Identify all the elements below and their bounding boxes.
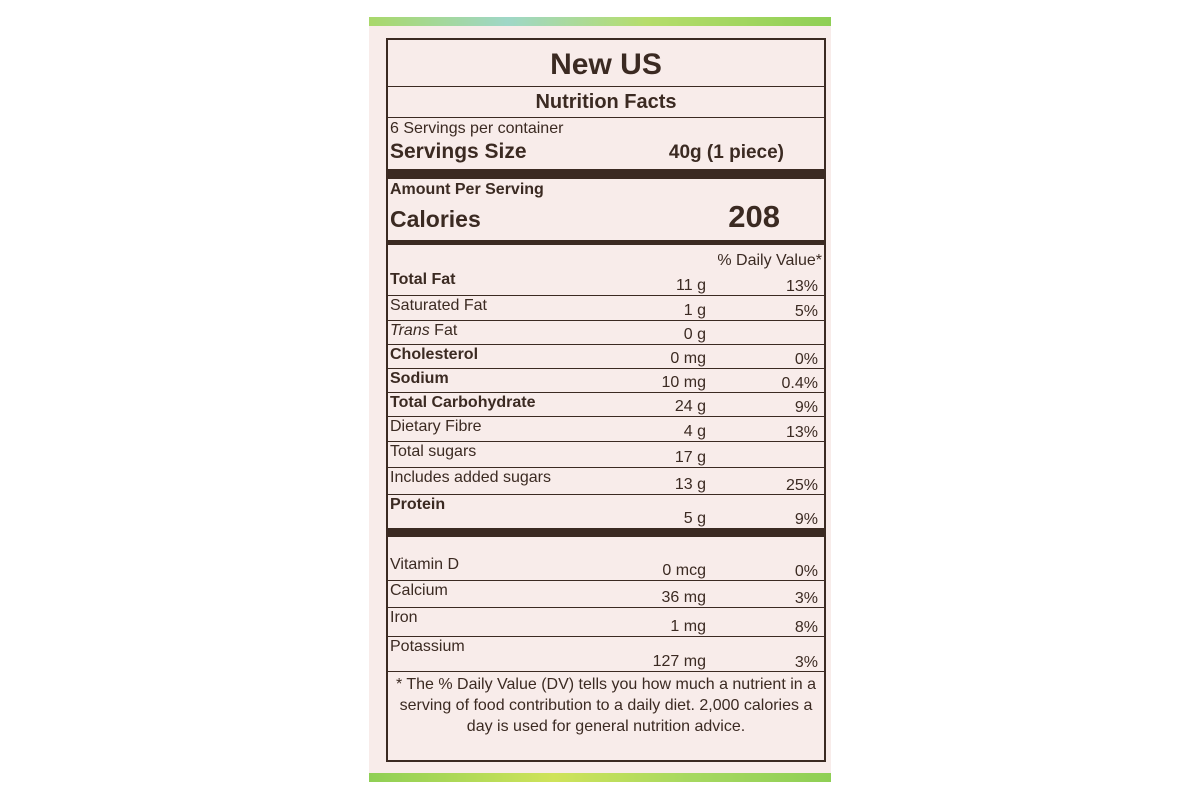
nutrient-name: Includes added sugars <box>390 469 551 486</box>
nutrient-daily-value: 9% <box>794 399 818 416</box>
nutrient-amount: 13 g <box>674 476 706 493</box>
footnote: * The % Daily Value (DV) tells you how m… <box>395 676 817 735</box>
vitamin-name: Potassium <box>390 638 465 655</box>
calories-section: Amount Per Serving Calories 208 <box>388 179 824 241</box>
nutrient-name: Saturated Fat <box>390 297 487 314</box>
servings-per-container: 6 Servings per container <box>390 120 564 137</box>
package-panel: New US Nutrition Facts 6 Servings per co… <box>369 17 831 782</box>
vitamin-row: Potassium 127 mg 3% <box>388 637 824 672</box>
nutrient-amount: 4 g <box>683 423 706 440</box>
nutrient-daily-value: 13% <box>785 424 818 441</box>
nutrient-daily-value: 0% <box>794 351 818 368</box>
nutrient-amount: 24 g <box>674 398 706 415</box>
nutrition-facts-label: New US Nutrition Facts 6 Servings per co… <box>386 38 826 762</box>
nutrient-name: Total Fat <box>390 271 456 288</box>
vitamin-row: Vitamin D 0 mcg 0% <box>388 555 824 581</box>
green-border-top <box>369 17 831 26</box>
vitamin-amount: 1 mg <box>670 618 706 635</box>
nutrient-name-italic: Trans <box>390 322 430 339</box>
label-title: New US <box>388 40 824 87</box>
nutrient-daily-value: 25% <box>785 477 818 494</box>
nutrient-row: Total Carbohydrate 24 g 9% <box>388 393 824 417</box>
vitamin-row: Calcium 36 mg 3% <box>388 581 824 608</box>
nutrient-row: Trans Fat 0 g <box>388 321 824 345</box>
vitamin-name: Calcium <box>390 582 448 599</box>
vitamin-amount: 36 mg <box>661 589 706 606</box>
vitamin-daily-value: 8% <box>794 619 818 636</box>
nutrient-daily-value: 13% <box>785 278 818 295</box>
nutrient-name: Dietary Fibre <box>390 418 482 435</box>
vitamin-name: Vitamin D <box>390 556 460 573</box>
nutrient-row: Total sugars 17 g <box>388 442 824 468</box>
nutrient-name: Cholesterol <box>390 346 479 363</box>
serving-size-value: 40g (1 piece) <box>668 142 784 163</box>
nutrient-daily-value: 9% <box>794 511 818 528</box>
nutrient-amount: 10 mg <box>661 374 706 391</box>
nutrient-name: Trans Fat <box>390 322 457 340</box>
nutrient-amount: 11 g <box>676 277 706 294</box>
vitamin-name: Iron <box>390 609 418 626</box>
daily-value-header: % Daily Value* <box>717 252 822 269</box>
nutrient-row: Includes added sugars 13 g 25% <box>388 468 824 495</box>
green-border-bottom <box>369 773 831 782</box>
nutrient-amount: 17 g <box>674 449 706 466</box>
vitamin-daily-value: 3% <box>794 654 818 671</box>
nutrient-amount: 0 mg <box>670 350 706 367</box>
vitamin-amount: 127 mg <box>652 653 706 670</box>
nutrient-row: Saturated Fat 1 g 5% <box>388 296 824 321</box>
nutrient-daily-value: 5% <box>794 303 818 320</box>
thick-divider <box>388 169 824 179</box>
nutrient-name: Total sugars <box>390 443 477 460</box>
vitamin-row: Iron 1 mg 8% <box>388 608 824 637</box>
nutrient-amount: 0 g <box>683 326 706 343</box>
nutrient-name: Protein <box>390 496 446 513</box>
nutrient-name-rest: Fat <box>429 322 458 339</box>
nutrient-row: Total Fat 11 g 13% <box>388 270 824 296</box>
calories-value: 208 <box>728 199 780 234</box>
nutrient-name: Sodium <box>390 370 449 387</box>
thick-divider <box>388 528 824 537</box>
nutrient-row: Sodium 10 mg 0.4% <box>388 369 824 393</box>
nutrient-amount: 1 g <box>683 302 706 319</box>
medium-divider <box>388 240 824 245</box>
vitamin-daily-value: 0% <box>794 563 818 580</box>
servings-section: 6 Servings per container Servings Size 4… <box>388 118 824 169</box>
vitamin-amount: 0 mcg <box>662 562 706 579</box>
vitamin-daily-value: 3% <box>794 590 818 607</box>
nutrient-daily-value: 0.4% <box>781 375 818 392</box>
calories-label: Calories <box>390 206 481 232</box>
nutrient-row: Dietary Fibre 4 g 13% <box>388 417 824 442</box>
nutrient-row: Cholesterol 0 mg 0% <box>388 345 824 369</box>
amount-per-serving: Amount Per Serving <box>390 181 544 198</box>
nutrient-name: Total Carbohydrate <box>390 394 536 411</box>
nutrient-amount: 5 g <box>683 510 706 527</box>
nutrient-row: Protein 5 g 9% <box>388 495 824 528</box>
serving-size-label: Servings Size <box>390 140 527 163</box>
label-subtitle: Nutrition Facts <box>388 87 824 118</box>
